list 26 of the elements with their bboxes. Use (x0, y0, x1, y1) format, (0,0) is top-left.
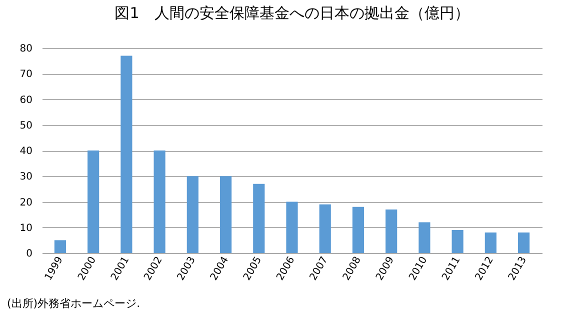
y-tick-label: 50 (20, 120, 32, 132)
bar (54, 240, 66, 253)
text: (出所)外務省ホームページ. (7, 297, 140, 310)
bar (418, 222, 430, 253)
bar (286, 202, 298, 253)
bar (154, 150, 166, 253)
bar (253, 184, 265, 253)
bar (319, 204, 331, 253)
bar (518, 232, 530, 253)
chart-title: 図1 人間の安全保障基金への日本の拠出金（億円） (114, 4, 470, 22)
y-tick-label: 80 (20, 44, 32, 54)
bar (484, 232, 496, 253)
y-tick-label: 10 (20, 222, 32, 234)
bar (120, 56, 132, 253)
y-tick-label: 30 (20, 172, 32, 183)
bar (352, 206, 364, 253)
y-tick-label: 40 (20, 146, 32, 157)
bar (88, 150, 100, 253)
bar (452, 230, 464, 253)
y-tick-label: 70 (20, 69, 32, 80)
bar (186, 176, 198, 253)
bar (220, 176, 232, 253)
y-tick-label: 0 (26, 248, 32, 260)
y-tick-label: 60 (20, 94, 32, 106)
y-tick-label: 20 (20, 197, 32, 208)
bar (386, 209, 398, 253)
